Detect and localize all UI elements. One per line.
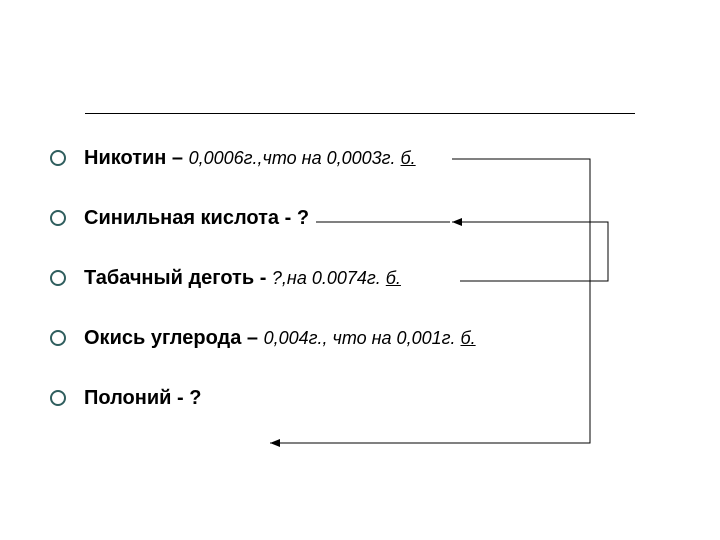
item-suffix: б. [401, 148, 416, 168]
item-text: Никотин – 0,0006г.,что на 0,0003г. б. [84, 145, 416, 171]
item-text: Табачный деготь - ?,на 0.0074г. б. [84, 265, 401, 291]
item-text: Полоний - ? [84, 385, 201, 411]
item-suffix: б. [386, 268, 401, 288]
item-detail: 0,0006г.,что на 0,0003г. [189, 148, 401, 168]
bullet-list: Никотин – 0,0006г.,что на 0,0003г. б. Си… [50, 145, 670, 445]
item-label: Окись углерода – [84, 327, 264, 349]
list-item: Окись углерода – 0,004г., что на 0,001г.… [50, 325, 670, 351]
item-text: Синильная кислота - ? [84, 205, 309, 231]
item-label: Синильная кислота - ? [84, 207, 309, 229]
item-detail: ?,на 0.0074г. [272, 268, 386, 288]
list-item: Табачный деготь - ?,на 0.0074г. б. [50, 265, 670, 291]
bullet-icon [50, 330, 66, 346]
item-text: Окись углерода – 0,004г., что на 0,001г.… [84, 325, 476, 351]
item-detail: 0,004г., что на 0,001г. [264, 328, 461, 348]
title-underline [85, 113, 635, 114]
list-item: Синильная кислота - ? [50, 205, 670, 231]
item-suffix: б. [460, 328, 475, 348]
item-label: Табачный деготь - [84, 267, 272, 289]
item-label: Полоний - ? [84, 387, 201, 409]
bullet-icon [50, 390, 66, 406]
list-item: Полоний - ? [50, 385, 670, 411]
bullet-icon [50, 270, 66, 286]
slide: Никотин – 0,0006г.,что на 0,0003г. б. Си… [0, 0, 720, 540]
bullet-icon [50, 210, 66, 226]
bullet-icon [50, 150, 66, 166]
item-label: Никотин – [84, 147, 189, 169]
list-item: Никотин – 0,0006г.,что на 0,0003г. б. [50, 145, 670, 171]
